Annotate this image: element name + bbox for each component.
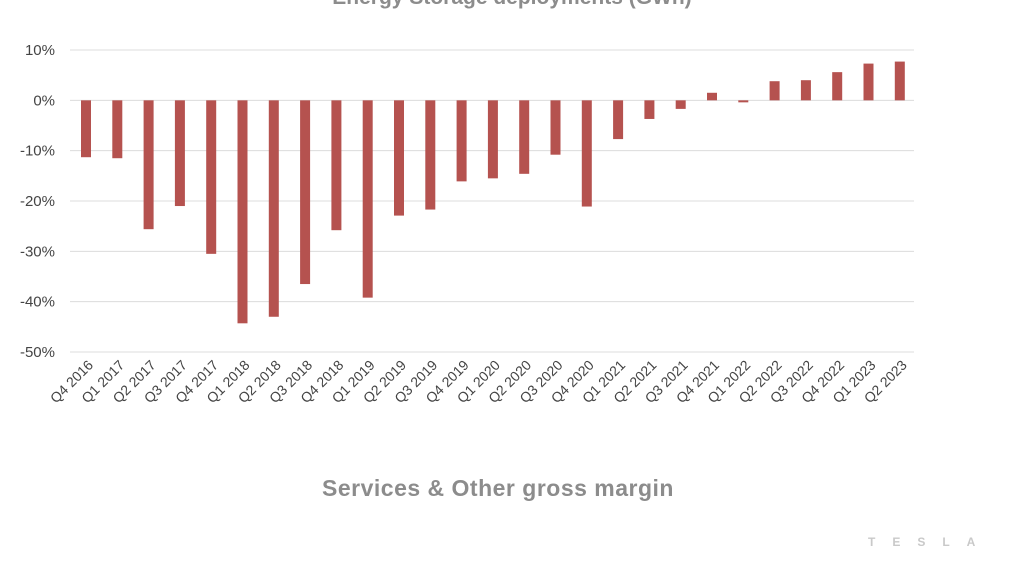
bar-q3-2018 — [300, 100, 311, 285]
bar-q1-2017 — [112, 100, 123, 159]
bar-q2-2021 — [644, 100, 655, 119]
bar-q3-2019 — [425, 100, 436, 210]
y-tick-label: 10% — [25, 42, 55, 59]
bar-q4-2018 — [331, 100, 342, 231]
bar-q2-2022 — [769, 81, 780, 101]
bar-q3-2021 — [675, 100, 686, 109]
y-tick-label: -10% — [20, 143, 55, 160]
bar-q1-2021 — [613, 100, 624, 140]
bar-q2-2023 — [894, 61, 905, 101]
y-tick-label: -50% — [20, 344, 55, 361]
bar-q3-2020 — [550, 100, 561, 155]
y-tick-label: 0% — [33, 92, 55, 109]
bar-q2-2020 — [519, 100, 530, 174]
bar-q4-2017 — [206, 100, 217, 254]
bar-q4-2019 — [456, 100, 467, 182]
bar-q2-2017 — [143, 100, 154, 230]
tesla-logo: TESLA — [868, 535, 993, 549]
bar-q2-2019 — [394, 100, 404, 216]
bar-q1-2023 — [863, 63, 874, 101]
y-tick-label: -40% — [20, 294, 55, 311]
bar-q1-2018 — [237, 100, 248, 324]
y-tick-label: -20% — [20, 193, 55, 210]
y-tick-label: -30% — [20, 243, 55, 260]
bar-q4-2020 — [581, 100, 592, 207]
bar-q3-2022 — [800, 80, 811, 101]
bar-q1-2019 — [362, 100, 373, 298]
bar-q4-2021 — [707, 92, 717, 101]
section-title: Services & Other gross margin — [322, 475, 674, 501]
chart-title: Energy Storage deployments (GWh) — [0, 0, 1024, 10]
bar-q4-2022 — [832, 72, 843, 101]
bar-q3-2017 — [174, 100, 185, 207]
y-axis-ticks: 10% 0% -10% -20% -30% -40% -50% — [20, 42, 55, 361]
bar-q4-2016 — [81, 100, 91, 158]
bars — [81, 61, 905, 324]
bar-q1-2022 — [738, 100, 749, 103]
bar-q2-2018 — [268, 100, 279, 317]
bar-q1-2020 — [487, 100, 498, 179]
gridlines — [70, 49, 914, 353]
